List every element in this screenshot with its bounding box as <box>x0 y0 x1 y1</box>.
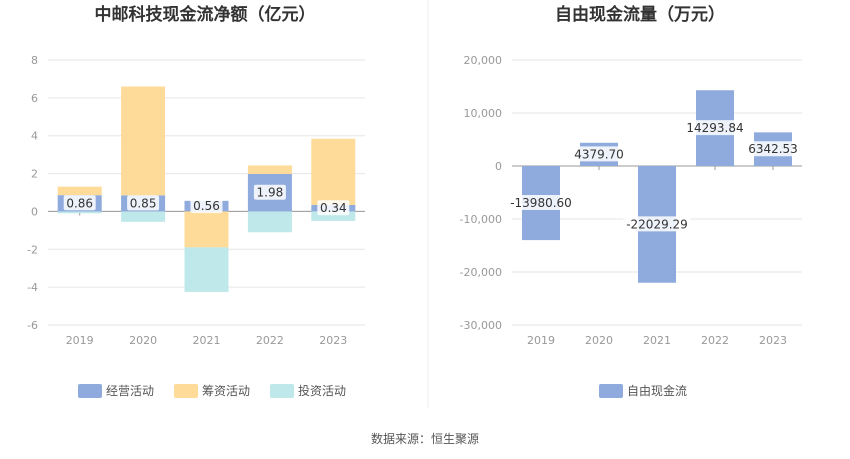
free-cashflow-chart: 自由现金流量（万元） -30,000 -20,000 -10,000 0 10,000 20… <box>460 4 802 398</box>
bar-投资活动-2020 <box>121 211 166 222</box>
bar-筹资活动-2021 <box>184 211 229 248</box>
data-label-bg <box>127 195 160 211</box>
legend-swatch <box>270 384 295 398</box>
data-label: 0.85 <box>130 196 157 210</box>
data-label-bg <box>253 184 286 200</box>
y-tick-label: 10,000 <box>464 107 503 120</box>
bar-投资活动-2021 <box>184 247 229 292</box>
legend-swatch <box>78 384 102 398</box>
y-tick-label: 8 <box>31 54 38 67</box>
bar-投资活动-2019 <box>57 211 102 214</box>
x-tick-label: 2021 <box>193 334 221 347</box>
bar-筹资活动-2020 <box>121 86 166 196</box>
legend-label: 经营活动 <box>106 384 154 398</box>
x-tick-label: 2020 <box>129 334 157 347</box>
x-tick-label: 2022 <box>701 334 729 347</box>
x-tick-label: 2021 <box>643 334 671 347</box>
legend-swatch <box>174 384 199 398</box>
data-source: 数据来源：恒生聚源 <box>371 431 479 446</box>
data-label: 4379.70 <box>574 147 624 161</box>
data-label-bg <box>572 146 626 162</box>
bar-筹资活动-2023 <box>311 138 356 205</box>
bar-筹资活动-2019 <box>57 186 102 196</box>
x-tick-label: 2023 <box>759 334 787 347</box>
x-tick-label: 2022 <box>256 334 284 347</box>
data-label-bg <box>685 120 745 136</box>
data-label: -22029.29 <box>626 217 688 231</box>
y-tick-label: 20,000 <box>464 54 503 67</box>
legend-label: 筹资活动 <box>202 384 250 398</box>
bar-投资活动-2023 <box>311 211 356 221</box>
x-tick-label: 2023 <box>319 334 347 347</box>
data-label: 6342.53 <box>748 142 798 156</box>
data-label: 1.98 <box>257 186 284 200</box>
legend-label: 自由现金流 <box>627 383 687 398</box>
y-tick-label: 0 <box>495 160 502 173</box>
legend-swatch <box>599 384 623 398</box>
legend-label: 投资活动 <box>298 383 346 398</box>
y-tick-label: -6 <box>27 319 38 332</box>
bar-筹资活动-2022 <box>247 165 292 174</box>
y-tick-label: 2 <box>31 168 38 181</box>
y-tick-label: 0 <box>31 205 38 218</box>
data-label-bg <box>190 198 223 214</box>
y-tick-label: -2 <box>27 243 38 256</box>
data-label: 0.34 <box>320 201 347 215</box>
data-label-bg <box>317 200 350 216</box>
y-tick-label: -30,000 <box>460 319 502 332</box>
y-tick-label: 4 <box>31 130 38 143</box>
chart-title: 自由现金流量（万元） <box>555 4 725 25</box>
y-tick-label: 6 <box>31 92 38 105</box>
x-tick-label: 2019 <box>66 334 94 347</box>
data-label: -13980.60 <box>510 196 572 210</box>
bar-投资活动-2022 <box>247 211 292 233</box>
data-label: 0.86 <box>66 196 93 210</box>
data-label: 0.56 <box>193 199 220 213</box>
x-tick-label: 2020 <box>585 334 613 347</box>
y-tick-label: -20,000 <box>460 266 502 279</box>
data-label: 14293.84 <box>686 121 743 135</box>
data-label-bg <box>746 141 800 157</box>
x-tick-label: 2019 <box>527 334 555 347</box>
data-label-bg <box>623 216 691 232</box>
chart-title: 中邮科技现金流净额（亿元） <box>95 4 316 25</box>
data-label-bg <box>63 195 96 211</box>
y-tick-label: -10,000 <box>460 213 502 226</box>
cashflow-net-chart: 中邮科技现金流净额（亿元） -6 -4 -2 0 2 4 6 8 2019 2020 2021 2022… <box>27 4 365 398</box>
data-label-bg <box>507 195 575 211</box>
y-tick-label: -4 <box>27 281 38 294</box>
